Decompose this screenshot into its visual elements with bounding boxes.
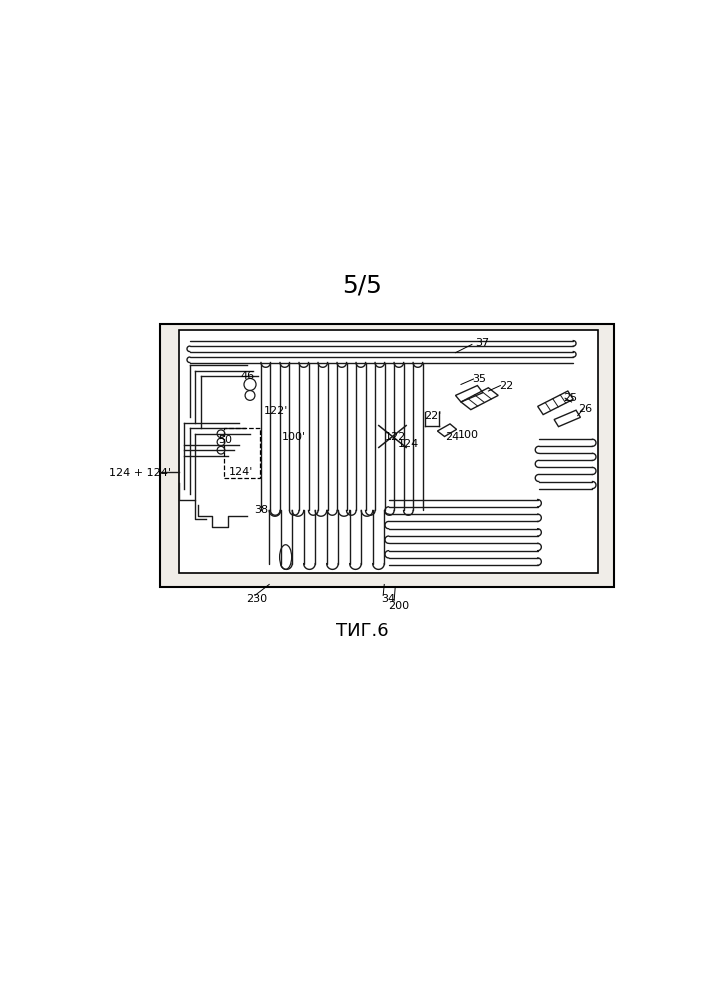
Text: 230: 230 [247,594,268,604]
Text: 50: 50 [218,435,233,445]
Text: 124: 124 [398,439,419,449]
Text: 124 + 124': 124 + 124' [110,468,171,478]
Text: 100: 100 [457,430,479,440]
Text: 34: 34 [381,594,395,604]
Text: 22: 22 [498,381,513,391]
Text: 200: 200 [388,601,409,611]
Text: 124': 124' [228,467,253,477]
Text: 35: 35 [472,374,486,384]
Bar [160,324,614,587]
Text: 100': 100' [282,432,306,442]
Text: ΤИГ.6: ΤИГ.6 [336,622,389,640]
Text: 25: 25 [563,393,578,403]
Bar [179,330,598,573]
Text: 38: 38 [254,505,268,515]
Bar [224,428,260,478]
Text: 122: 122 [385,432,406,442]
Text: 46: 46 [240,371,255,381]
Text: 24: 24 [445,432,460,442]
Text: 22': 22' [423,411,441,421]
Text: 37: 37 [474,338,489,348]
Text: 5/5: 5/5 [342,274,382,298]
Text: 26: 26 [578,404,592,414]
Text: 122': 122' [264,406,288,416]
